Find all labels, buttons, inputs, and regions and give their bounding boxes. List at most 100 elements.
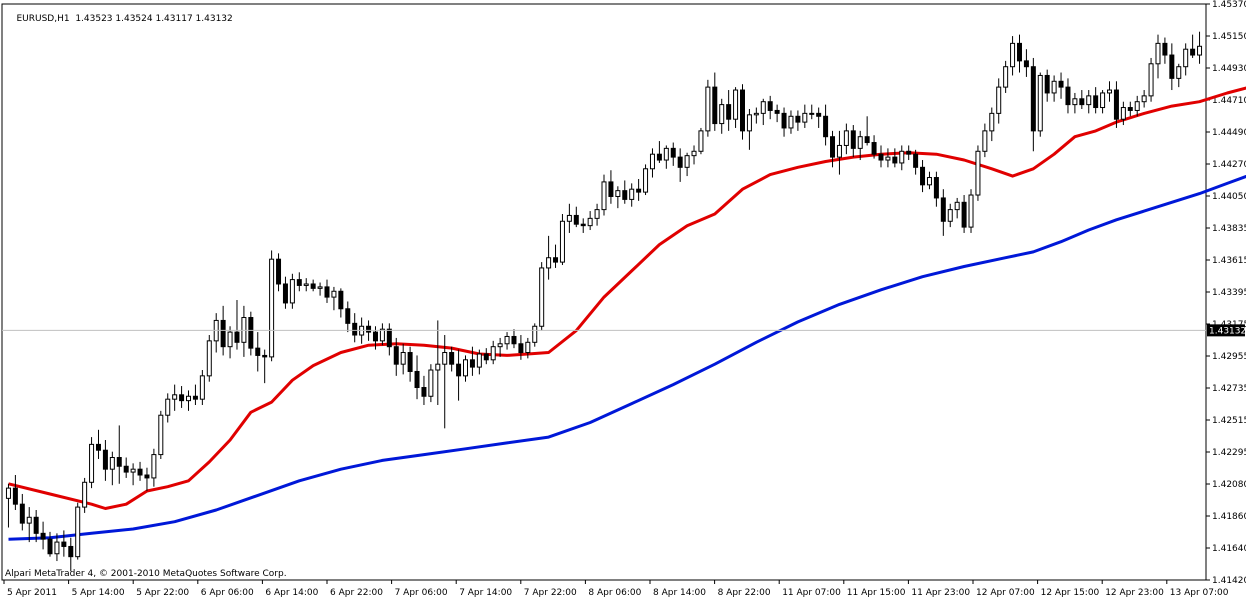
- candle: [124, 466, 128, 472]
- candle: [1156, 43, 1160, 63]
- candle: [512, 336, 516, 343]
- x-tick-label: 12 Apr 07:00: [976, 588, 1035, 598]
- candle: [803, 113, 807, 122]
- candle: [318, 287, 322, 288]
- candle: [720, 105, 724, 124]
- ohlc-readout: 1.43523 1.43524 1.43117 1.43132: [75, 14, 232, 24]
- candle: [637, 189, 641, 192]
- candle: [837, 145, 841, 157]
- candle: [41, 533, 45, 539]
- candle: [844, 131, 848, 146]
- candle: [1184, 49, 1188, 66]
- candle: [734, 90, 738, 119]
- candle: [401, 353, 405, 365]
- y-tick-label: 1.44490: [1212, 128, 1246, 138]
- y-tick-label: 1.42515: [1212, 416, 1246, 426]
- candle: [450, 353, 454, 365]
- candle: [20, 504, 24, 523]
- candle: [713, 87, 717, 123]
- candle: [775, 110, 779, 113]
- y-tick-label: 1.42735: [1212, 384, 1246, 394]
- candle: [1052, 81, 1056, 93]
- candle: [727, 105, 731, 120]
- candle: [131, 469, 135, 472]
- candle: [180, 395, 184, 401]
- y-tick-label: 1.41420: [1212, 576, 1246, 586]
- candle: [1073, 99, 1077, 105]
- candle: [96, 444, 100, 450]
- candle: [221, 320, 225, 346]
- y-tick-label: 1.41640: [1212, 544, 1246, 554]
- candle: [948, 210, 952, 222]
- candle: [554, 258, 558, 262]
- candle: [193, 396, 197, 399]
- candle: [1135, 102, 1139, 111]
- candle: [831, 137, 835, 157]
- candle: [1170, 55, 1174, 78]
- y-tick-label: 1.42080: [1212, 480, 1246, 490]
- candle: [941, 198, 945, 221]
- candle: [740, 90, 744, 131]
- candle: [76, 507, 80, 557]
- y-tick-label: 1.43835: [1212, 224, 1246, 234]
- candle: [1142, 96, 1146, 102]
- candle: [547, 258, 551, 268]
- candle: [332, 291, 336, 297]
- candle: [13, 488, 17, 504]
- candle: [290, 280, 294, 303]
- x-tick-label: 11 Apr 07:00: [782, 588, 841, 598]
- candle: [48, 539, 52, 554]
- candle: [159, 415, 163, 454]
- x-tick-label: 7 Apr 14:00: [459, 588, 512, 598]
- candle: [581, 224, 585, 225]
- candle: [470, 360, 474, 367]
- candle: [152, 455, 156, 478]
- candle: [692, 151, 696, 155]
- candle: [263, 355, 267, 356]
- candle: [588, 218, 592, 225]
- candle: [602, 182, 606, 210]
- candle: [394, 347, 398, 364]
- y-tick-label: 1.43395: [1212, 288, 1246, 298]
- x-tick-label: 11 Apr 23:00: [911, 588, 970, 598]
- candle: [1038, 75, 1042, 130]
- candle: [380, 329, 384, 341]
- candle: [415, 371, 419, 387]
- candle: [574, 215, 578, 224]
- candle: [1177, 67, 1181, 79]
- candle: [408, 353, 412, 372]
- candle: [187, 396, 191, 400]
- candle: [678, 157, 682, 167]
- candle: [664, 148, 668, 160]
- candle: [685, 156, 689, 168]
- current-price-label: 1.43132: [1209, 326, 1246, 336]
- candle: [228, 332, 232, 347]
- x-tick-label: 13 Apr 07:00: [1170, 588, 1229, 598]
- candle: [166, 399, 170, 415]
- candle: [103, 450, 107, 469]
- candle: [339, 291, 343, 308]
- candle: [69, 546, 73, 556]
- candle: [34, 517, 38, 533]
- candle: [304, 284, 308, 285]
- candle: [630, 189, 634, 199]
- x-tick-label: 8 Apr 14:00: [653, 588, 706, 598]
- candle: [83, 482, 87, 507]
- candle: [997, 87, 1001, 113]
- candle: [436, 364, 440, 370]
- candle: [173, 395, 177, 399]
- symbol-label: EURUSD,H1: [16, 14, 69, 24]
- candle: [1031, 67, 1035, 131]
- candle: [519, 344, 523, 353]
- x-tick-label: 6 Apr 14:00: [265, 588, 318, 598]
- x-tick-label: 5 Apr 22:00: [136, 588, 189, 598]
- y-tick-label: 1.44270: [1212, 160, 1246, 170]
- candle: [817, 113, 821, 116]
- candle: [283, 284, 287, 303]
- candle: [207, 341, 211, 376]
- candle: [477, 354, 481, 367]
- candle: [422, 388, 426, 397]
- x-tick-label: 11 Apr 15:00: [847, 588, 906, 598]
